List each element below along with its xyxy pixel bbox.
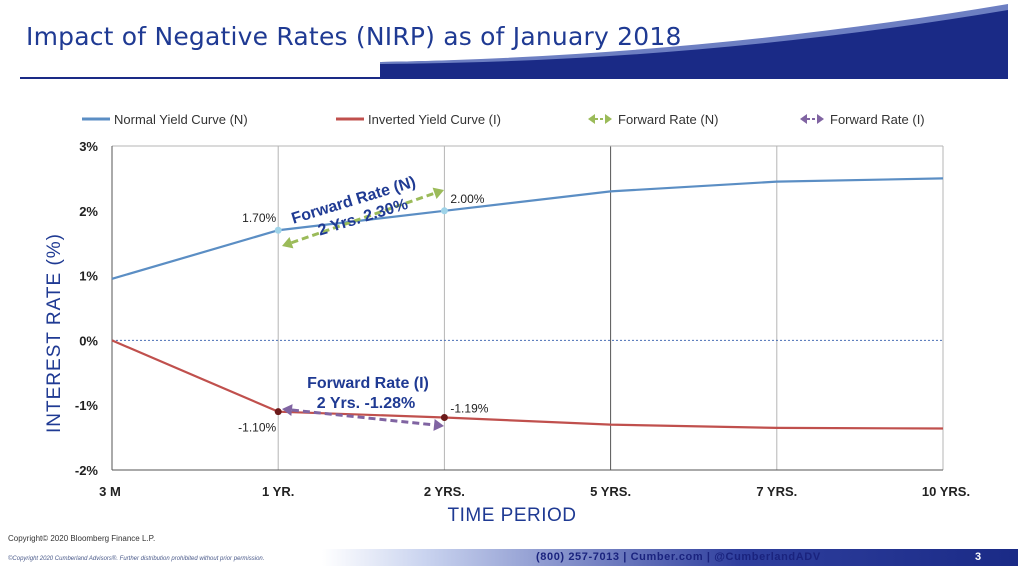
forward-arrow-normal-head [282, 237, 294, 249]
x-axis-label: TIME PERIOD [447, 505, 576, 526]
y-tick-label: 3% [79, 139, 98, 154]
data-label: 2.00% [450, 192, 484, 206]
copyright-cumberland: ©Copyright 2020 Cumberland Advisors®. Fu… [8, 556, 265, 562]
legend-label-forward-n: Forward Rate (N) [618, 112, 718, 127]
forward-arrow-inverted [282, 404, 444, 431]
x-tick-label: 10 YRS. [922, 484, 970, 499]
data-label: -1.19% [450, 402, 488, 416]
legend-swatch-forward-i [800, 114, 824, 124]
y-axis-label: INTEREST RATE (%) [44, 233, 65, 433]
x-tick-label: 2 YRS. [424, 484, 465, 499]
forward-arrow-inverted-head [282, 404, 293, 417]
legend-label-normal: Normal Yield Curve (N) [114, 112, 248, 127]
legend-swatch-forward-i-right [817, 114, 824, 124]
y-tick-label: 0% [79, 333, 98, 348]
page-number: 3 [974, 551, 982, 563]
series-line-normal [111, 177, 944, 280]
y-tick-label: -2% [75, 463, 99, 478]
legend-swatch-forward-i-left [800, 114, 807, 124]
data-point-marker [274, 408, 282, 416]
title-swoosh [20, 4, 1008, 79]
forward-arrow-inverted-shaft [291, 408, 435, 427]
annotation-forward-n: Forward Rate (N)2 Yrs. 2.30% [290, 174, 418, 240]
forward-rate-arrows [282, 187, 444, 431]
chart-labels: 1.70% 2.00% -1.10% -1.19% Forward Rate (N)2 … [238, 174, 489, 435]
chart-series [111, 177, 944, 430]
legend-swatch-forward-n-left [588, 114, 595, 124]
footer-contact: (800) 257-7013 | Cumber.com | @Cumberlan… [536, 551, 821, 563]
forward-arrow-normal-shaft [290, 191, 436, 245]
legend-label-forward-i: Forward Rate (I) [830, 112, 925, 127]
legend-swatch-forward-n-right [605, 114, 612, 124]
copyright-bloomberg: Copyright© 2020 Bloomberg Finance L.P. [8, 534, 156, 543]
data-label: 1.70% [242, 211, 276, 225]
x-tick-label: 3 M [99, 484, 121, 499]
forward-arrow-normal-head [432, 187, 444, 199]
page-title: Impact of Negative Rates (NIRP) as of Ja… [26, 22, 682, 51]
x-tick-label: 5 YRS. [590, 484, 631, 499]
chart-axes: -2% -1% 0% 1% 2% 3% 3 M 1 YR. 2 YRS. 5 YRS. 7 YRS.… [75, 139, 970, 499]
y-tick-label: -1% [75, 398, 99, 413]
forward-arrow-normal [282, 187, 444, 249]
data-point-marker [440, 207, 448, 215]
x-tick-label: 7 YRS. [756, 484, 797, 499]
forward-arrow-inverted-head [433, 418, 444, 431]
series-line-inverted [111, 339, 944, 430]
chart-legend: Normal Yield Curve (N) Inverted Yield Cur… [82, 112, 925, 127]
data-label: -1.10% [238, 421, 276, 435]
footer-bar [322, 549, 1018, 566]
annotation-forward-i-line2: 2 Yrs. -1.28% [317, 395, 415, 412]
data-point-marker [274, 226, 282, 234]
y-tick-label: 2% [79, 204, 98, 219]
y-tick-label: 1% [79, 269, 98, 284]
legend-swatch-forward-n [588, 114, 612, 124]
data-point-marker [440, 414, 448, 422]
annotation-forward-i-line1: Forward Rate (I) [307, 375, 429, 392]
legend-label-inverted: Inverted Yield Curve (I) [368, 112, 501, 127]
x-tick-label: 1 YR. [262, 484, 294, 499]
